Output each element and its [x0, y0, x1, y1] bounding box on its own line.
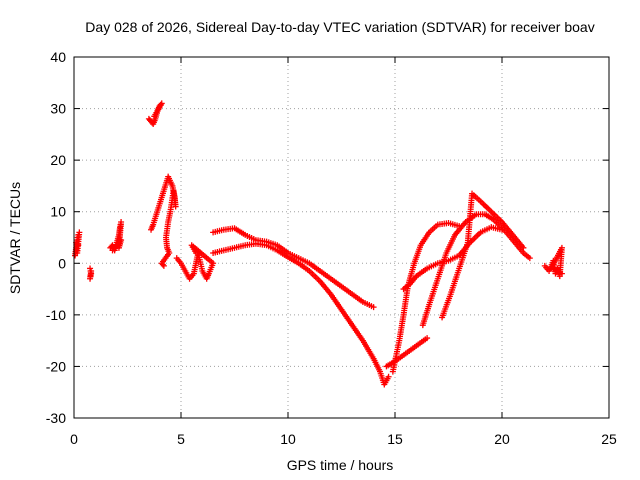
y-tick-label: 10: [50, 204, 66, 220]
y-tick-label: -30: [46, 410, 66, 426]
series-arc-low: [173, 242, 217, 282]
y-tick-label: 20: [50, 152, 66, 168]
data-point: [109, 247, 116, 254]
series-band-day: [210, 225, 377, 311]
y-tick-labels: -30 -20 -10 0 10 20 30 40: [46, 49, 66, 426]
x-tick-label: 0: [70, 431, 78, 447]
series-early-1: [72, 229, 83, 259]
series-early-2: [87, 265, 95, 282]
data-point: [151, 113, 158, 120]
x-tick-labels: 0 5 10 15 20 25: [70, 431, 617, 447]
x-tick-label: 5: [177, 431, 185, 447]
series-recovery-4: [439, 190, 527, 321]
x-tick-label: 20: [494, 431, 510, 447]
data-point: [88, 268, 95, 275]
plot-frame: [73, 56, 610, 419]
y-tick-label: 30: [50, 101, 66, 117]
grid-lines: [74, 57, 609, 418]
series-band-night-up: [383, 335, 431, 370]
series-tail: [541, 244, 565, 280]
y-tick-label: 40: [50, 49, 66, 65]
series-arc-mid: [148, 173, 179, 269]
series-band-day-2: [210, 240, 392, 388]
series-recovery-3: [419, 211, 533, 329]
data-point: [160, 262, 167, 269]
data-point: [370, 304, 377, 311]
y-tick-label: 0: [58, 255, 66, 271]
data-point: [74, 240, 81, 247]
axis-ticks: [73, 56, 610, 419]
data-points: [72, 100, 565, 388]
data-point: [385, 373, 392, 380]
series-recovery-1: [389, 220, 463, 375]
x-tick-label: 25: [601, 431, 617, 447]
data-point: [558, 270, 565, 277]
chart-title: Day 028 of 2026, Sidereal Day-to-day VTE…: [85, 19, 594, 35]
data-point: [520, 244, 527, 251]
data-point: [75, 242, 82, 249]
data-point: [159, 261, 166, 268]
data-point: [424, 335, 431, 342]
data-point: [526, 255, 533, 262]
x-axis-label: GPS time / hours: [287, 457, 394, 473]
y-axis-label: SDTVAR / TECUs: [7, 182, 23, 294]
x-tick-label: 15: [387, 431, 403, 447]
x-tick-label: 10: [280, 431, 296, 447]
y-tick-label: -20: [46, 358, 66, 374]
series-arc-high: [145, 100, 165, 128]
series-early-3: [107, 219, 125, 254]
data-point: [192, 249, 199, 256]
y-tick-label: -10: [46, 307, 66, 323]
